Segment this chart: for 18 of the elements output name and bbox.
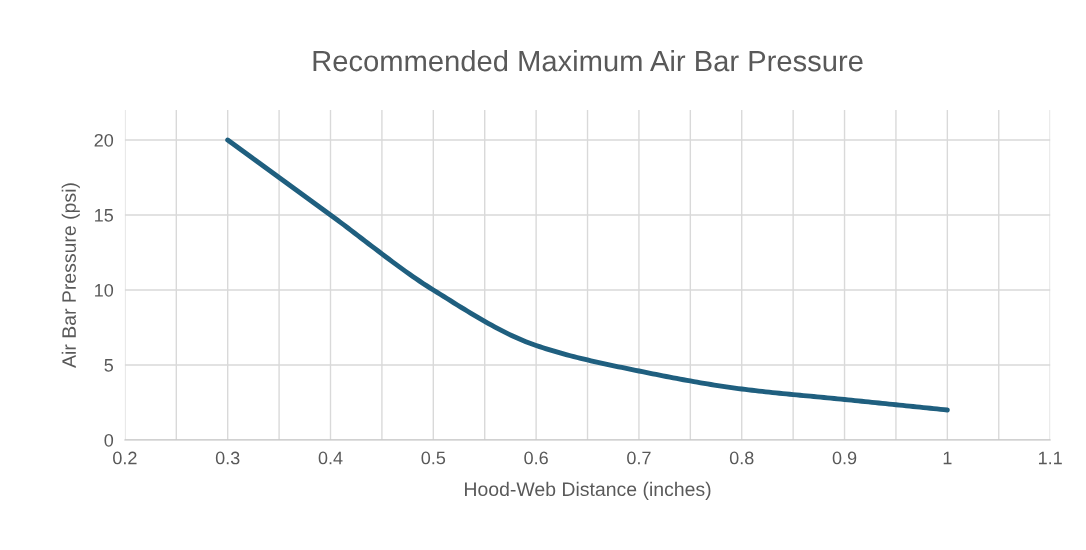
x-tick-label: 0.8: [729, 451, 754, 465]
x-tick-label: 0.4: [318, 451, 343, 465]
x-tick-label: 0.2: [113, 451, 137, 465]
y-tick-label: 5: [104, 359, 114, 372]
x-tick-label: 0.5: [421, 451, 446, 465]
x-tick-label: 0.3: [215, 451, 240, 465]
y-tick-label: 15: [95, 209, 114, 222]
y-axis-title: Air Bar Pressure (psi): [61, 183, 80, 368]
y-tick-label: 0: [104, 433, 114, 447]
y-tick-label: 20: [94, 133, 114, 147]
x-tick-label: 0.9: [832, 451, 857, 465]
x-axis-title: Hood-Web Distance (inches): [465, 481, 711, 500]
x-tick-label: 1: [943, 451, 952, 465]
x-tick-label: 1.1: [1038, 451, 1062, 465]
y-tick-label: 10: [95, 283, 114, 297]
x-tick-label: 0.7: [627, 451, 651, 465]
x-tick-label: 0.6: [524, 451, 548, 465]
chart-title: Recommended Maximum Air Bar Pressure: [313, 49, 863, 72]
